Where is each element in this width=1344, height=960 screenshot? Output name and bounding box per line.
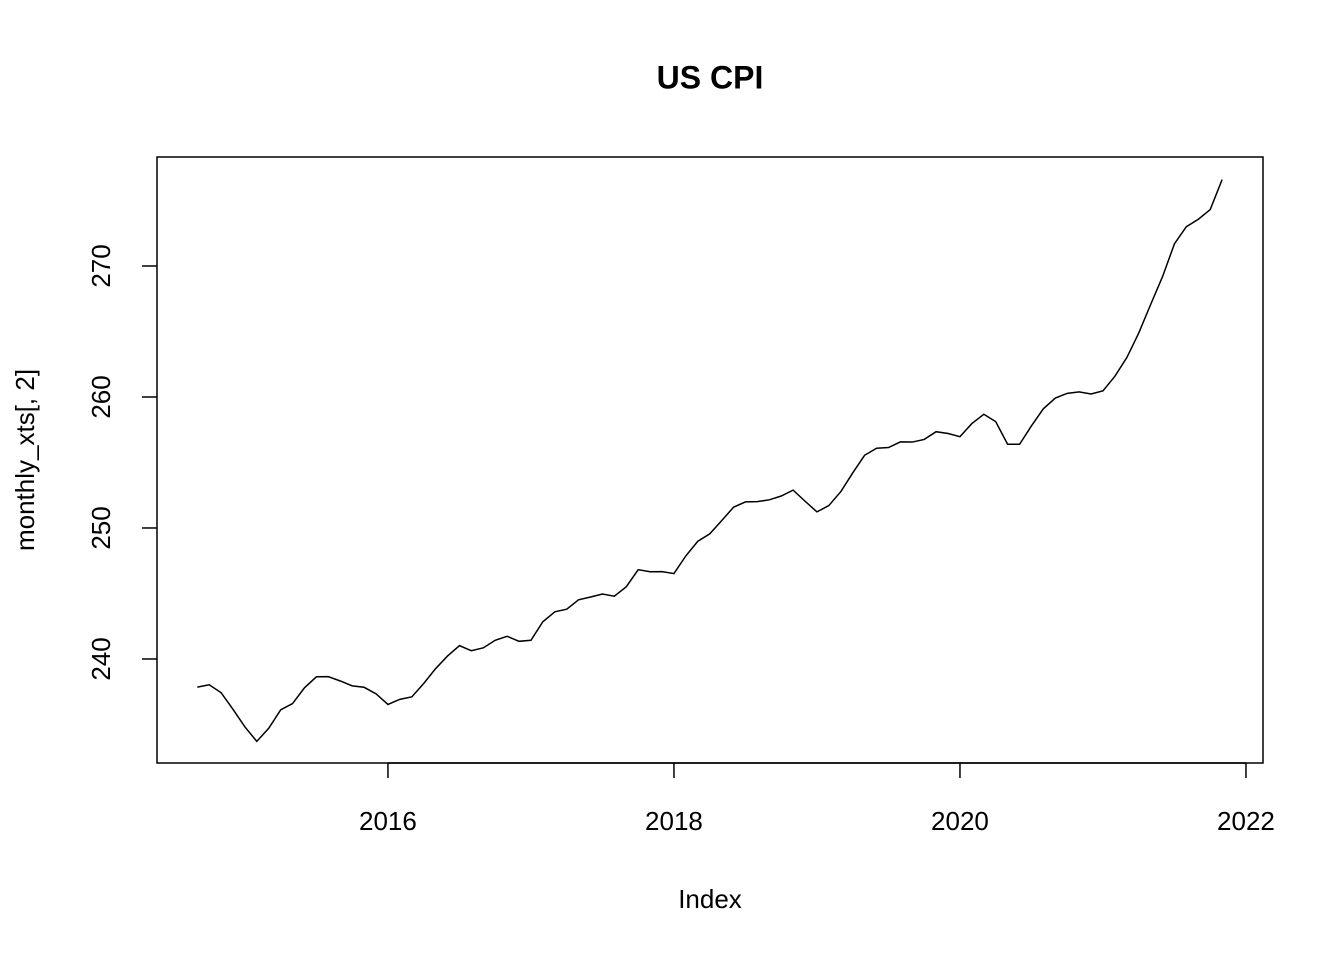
x-tick-label: 2022 [1217,806,1275,836]
y-tick-label: 260 [86,375,116,418]
x-axis-label: Index [678,884,742,914]
y-tick-label: 270 [86,244,116,287]
y-tick-label: 240 [86,637,116,680]
x-tick-label: 2020 [931,806,989,836]
x-tick-label: 2018 [645,806,703,836]
y-tick-label: 250 [86,506,116,549]
y-axis-label: monthly_xts[, 2] [10,369,40,551]
chart-title: US CPI [657,59,764,95]
plot-frame [156,156,1264,764]
data-line [197,179,1223,743]
x-tick-label: 2016 [359,806,417,836]
